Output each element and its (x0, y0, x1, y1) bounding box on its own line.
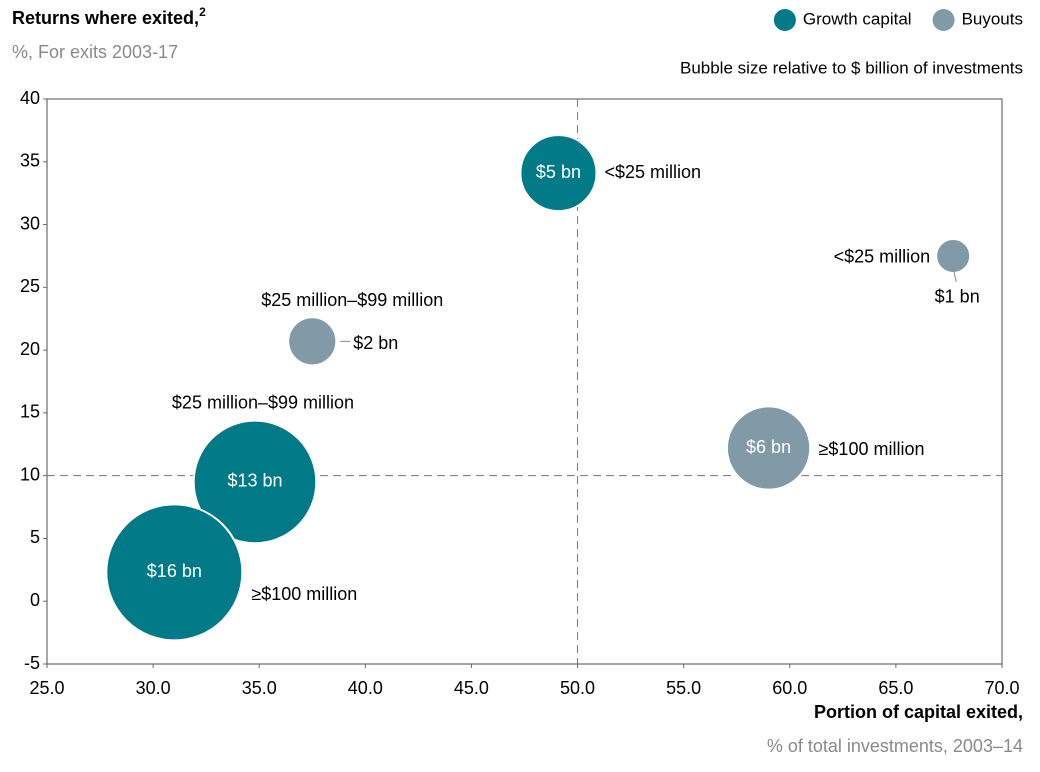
size-label: $5 bn (536, 162, 581, 182)
y-tick-label: 25 (20, 276, 40, 296)
bubble (519, 134, 598, 213)
point-label: $25 million–$99 million (261, 290, 443, 310)
chart-title: Returns where exited,2 (12, 5, 206, 28)
legend-swatch (932, 9, 955, 31)
x-tick-label: 45.0 (454, 678, 489, 698)
plot-frame (46, 98, 1003, 665)
y-tick-label: 30 (20, 213, 40, 233)
bubble (192, 419, 318, 545)
point-label: $25 million–$99 million (172, 393, 354, 413)
y-tick-label: 15 (20, 402, 40, 422)
x-axis-subtitle: % of total investments, 2003–14 (767, 736, 1023, 756)
title-text: Returns where exited, (12, 8, 199, 28)
y-tick-label: 35 (20, 151, 40, 171)
footnote-marker: 2 (199, 5, 206, 19)
size-label: $2 bn (353, 333, 398, 353)
legend-swatch (773, 9, 796, 31)
bubble (725, 405, 812, 491)
x-tick-label: 60.0 (772, 678, 807, 698)
bubble (935, 237, 972, 274)
size-label: $13 bn (227, 471, 282, 491)
legend-label: Buyouts (962, 9, 1023, 28)
point-label: <$25 million (834, 247, 931, 267)
bubble (287, 316, 338, 367)
x-tick-label: 30.0 (136, 678, 171, 698)
x-tick-label: 50.0 (560, 678, 595, 698)
x-tick-label: 40.0 (348, 678, 383, 698)
x-tick-label: 25.0 (29, 678, 64, 698)
bubble (105, 503, 244, 642)
y-tick-label: 0 (30, 590, 40, 610)
x-tick-label: 35.0 (242, 678, 277, 698)
size-label: $16 bn (147, 561, 202, 581)
point-label: ≥$100 million (251, 584, 357, 604)
x-axis-title: Portion of capital exited, (814, 702, 1023, 722)
leader-line (952, 267, 957, 283)
y-tick-label: -5 (24, 653, 40, 673)
y-tick-label: 40 (20, 88, 40, 108)
point-label: <$25 million (604, 162, 701, 182)
point-label: ≥$100 million (819, 439, 925, 459)
x-tick-label: 70.0 (984, 678, 1019, 698)
size-label: $6 bn (746, 437, 791, 457)
y-tick-label: 20 (20, 339, 40, 359)
x-tick-label: 65.0 (878, 678, 913, 698)
y-tick-label: 5 (30, 527, 40, 547)
x-tick-label: 55.0 (666, 678, 701, 698)
size-label: $1 bn (935, 287, 980, 307)
chart-subtitle: %, For exits 2003-17 (12, 42, 178, 62)
y-tick-label: 10 (20, 464, 40, 484)
legend-label: Growth capital (803, 9, 912, 28)
size-note: Bubble size relative to $ billion of inv… (680, 58, 1023, 77)
